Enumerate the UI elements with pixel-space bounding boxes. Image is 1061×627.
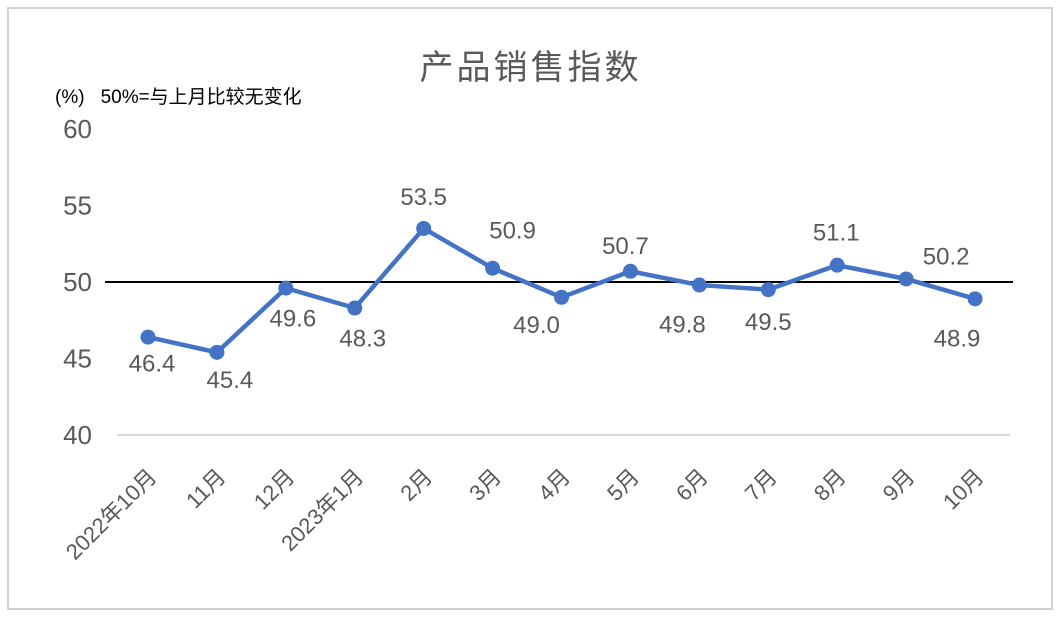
- y-axis-label: 55: [63, 191, 92, 221]
- y-axis-label: 40: [63, 420, 92, 450]
- data-point-label: 46.4: [129, 351, 176, 378]
- data-point-label: 51.1: [813, 220, 860, 247]
- axis-unit-note: (%) 50%=与上月比较无变化: [55, 82, 302, 109]
- data-point-marker: [209, 344, 225, 360]
- data-point-marker: [898, 271, 914, 287]
- y-axis-label: 50: [63, 267, 92, 297]
- unit-label: (%): [55, 87, 85, 108]
- data-point-label: 50.9: [489, 218, 536, 245]
- x-axis-label: 4月: [533, 464, 575, 506]
- data-point-marker: [829, 257, 845, 273]
- data-point-label: 49.5: [745, 309, 792, 336]
- x-axis-label: 9月: [878, 464, 920, 506]
- data-point-marker: [278, 280, 294, 296]
- data-point-marker: [554, 289, 570, 305]
- data-point-marker: [347, 300, 363, 316]
- chart-title: 产品销售指数: [419, 49, 642, 87]
- x-axis-label: 6月: [671, 464, 713, 506]
- data-point-label: 49.0: [513, 312, 560, 339]
- data-point-label: 49.8: [659, 312, 706, 339]
- data-point-label: 48.9: [934, 325, 981, 352]
- y-axis-label: 45: [63, 344, 92, 374]
- x-axis-label: 11月: [181, 464, 230, 513]
- data-point-marker: [416, 220, 432, 236]
- reference-note: 50%=与上月比较无变化: [100, 87, 302, 108]
- data-point-marker: [485, 260, 501, 276]
- data-point-label: 45.4: [207, 367, 254, 394]
- data-point-label: 48.3: [339, 326, 386, 353]
- x-axis-label: 3月: [464, 464, 506, 506]
- x-axis-label: 12月: [249, 464, 300, 515]
- data-point-marker: [622, 263, 638, 279]
- x-axis-label: 5月: [602, 464, 644, 506]
- data-point-label: 53.5: [400, 184, 447, 211]
- x-axis-label: 7月: [740, 464, 782, 506]
- data-point-label: 50.7: [602, 233, 649, 260]
- x-axis-label: 2022年10月: [61, 464, 162, 565]
- data-point-label: 50.2: [923, 243, 970, 270]
- x-axis-label: 8月: [809, 464, 851, 506]
- data-point-label: 49.6: [269, 306, 316, 333]
- data-point-marker: [691, 277, 707, 293]
- x-axis-label: 10月: [938, 464, 989, 515]
- data-point-marker: [967, 291, 983, 307]
- y-axis-label: 60: [63, 114, 92, 144]
- data-point-marker: [760, 282, 776, 298]
- data-point-marker: [140, 329, 156, 345]
- x-axis-label: 2月: [395, 464, 437, 506]
